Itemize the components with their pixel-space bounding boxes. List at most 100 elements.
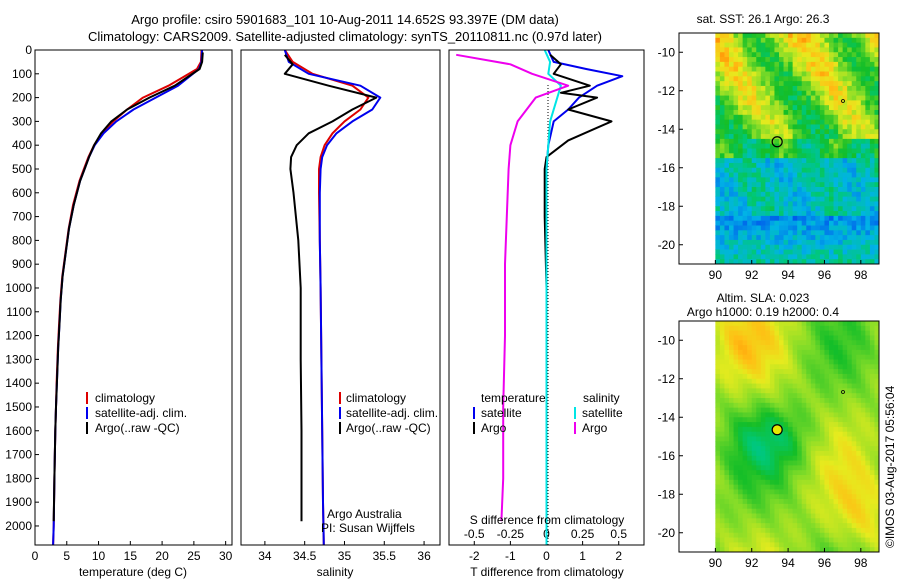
heatmap-cell [738, 513, 744, 519]
heatmap-cell [751, 340, 757, 346]
heatmap-cell [860, 220, 866, 226]
heatmap-cell [774, 124, 780, 130]
heatmap-cell [724, 354, 730, 360]
heatmap-cell [869, 383, 875, 389]
heatmap-cell [751, 518, 757, 524]
heatmap-cell [860, 81, 866, 87]
heatmap-cell [874, 441, 880, 447]
heatmap-cell [769, 239, 775, 246]
heatmap-cell [788, 426, 794, 433]
heatmap-cell [756, 249, 762, 255]
heatmap-cell [729, 254, 734, 260]
heatmap-cell [742, 57, 748, 63]
heatmap-cell [869, 373, 875, 380]
heatmap-cell [747, 124, 753, 130]
heatmap-cell [860, 475, 866, 481]
heatmap-cell [842, 85, 848, 92]
heatmap-cell [715, 143, 721, 149]
heatmap-cell [833, 52, 839, 58]
heatmap-cell [751, 57, 757, 63]
heatmap-cell [769, 119, 775, 125]
heatmap-cell [769, 364, 775, 370]
heatmap-cell [769, 230, 775, 236]
heatmap-cell [783, 364, 789, 370]
small-marker [841, 99, 845, 103]
heatmap-cell [788, 81, 794, 87]
heatmap-cell [747, 225, 753, 231]
heatmap-cell [797, 114, 803, 121]
heatmap-cell [729, 523, 734, 529]
heatmap-cell [788, 532, 794, 538]
y-tick-label: 1700 [5, 448, 32, 462]
heatmap-cell [760, 537, 766, 543]
heatmap-cell [774, 90, 780, 96]
heatmap-cell [756, 244, 762, 250]
heatmap-cell [724, 138, 730, 145]
heatmap-cell [751, 470, 757, 476]
heatmap-cell [760, 81, 766, 87]
heatmap-cell [715, 426, 721, 433]
heatmap-cell [842, 475, 848, 481]
heatmap-cell [869, 191, 875, 198]
heatmap-cell [769, 52, 775, 58]
heatmap-cell [769, 81, 775, 87]
heatmap-cell [810, 547, 816, 553]
heatmap-cell [847, 211, 853, 217]
heatmap-cell [829, 321, 834, 327]
heatmap-cell [856, 239, 862, 246]
heatmap-cell [842, 239, 848, 246]
heatmap-cell [783, 37, 789, 44]
heatmap-cell [815, 489, 821, 495]
heatmap-cell [856, 513, 862, 519]
series-line [543, 49, 562, 545]
heatmap-cell [833, 143, 839, 149]
heatmap-cell [724, 542, 730, 548]
heatmap-cell [756, 523, 762, 529]
heatmap-cell [779, 249, 784, 255]
heatmap-cell [765, 499, 771, 505]
heatmap-cell [738, 76, 744, 82]
small-marker [841, 390, 845, 394]
heatmap-cell [865, 66, 871, 72]
heatmap-cell [829, 436, 834, 442]
heatmap-cell [756, 508, 762, 514]
heatmap-cell [851, 225, 857, 231]
heatmap-cell [788, 211, 794, 217]
heatmap-cell [797, 364, 803, 370]
heatmap-cell [824, 76, 830, 82]
heatmap-cell [742, 398, 748, 404]
heatmap-cell [874, 369, 880, 375]
heatmap-cell [865, 431, 871, 437]
heatmap-cell [860, 225, 866, 231]
heatmap-cell [792, 110, 798, 116]
s-diff-tick-label: 0.25 [571, 527, 595, 541]
heatmap-cell [806, 138, 812, 145]
heatmap-cell [869, 153, 875, 159]
heatmap-cell [719, 335, 725, 341]
heatmap-cell [788, 33, 794, 39]
heatmap-cell [788, 354, 794, 360]
heatmap-cell [842, 134, 848, 140]
heatmap-cell [810, 235, 816, 241]
heatmap-cell [815, 441, 821, 447]
heatmap-cell [815, 412, 821, 418]
heatmap-cell [865, 114, 871, 121]
heatmap-cell [756, 354, 762, 360]
heatmap-cell [810, 148, 816, 154]
heatmap-cell [810, 134, 816, 140]
heatmap-cell [765, 460, 771, 466]
heatmap-cell [874, 513, 880, 519]
heatmap-cell [815, 450, 821, 457]
heatmap-cell [738, 158, 744, 164]
heatmap-cell [810, 518, 816, 524]
heatmap-cell [769, 402, 775, 409]
heatmap-cell [842, 42, 848, 48]
heatmap-cell [806, 37, 812, 44]
heatmap-cell [824, 172, 830, 178]
heatmap-cell [742, 527, 748, 534]
heatmap-cell [765, 167, 771, 173]
heatmap-cell [769, 455, 775, 461]
heatmap-cell [824, 61, 830, 68]
heatmap-cell [765, 407, 771, 413]
heatmap-cell [747, 470, 753, 476]
